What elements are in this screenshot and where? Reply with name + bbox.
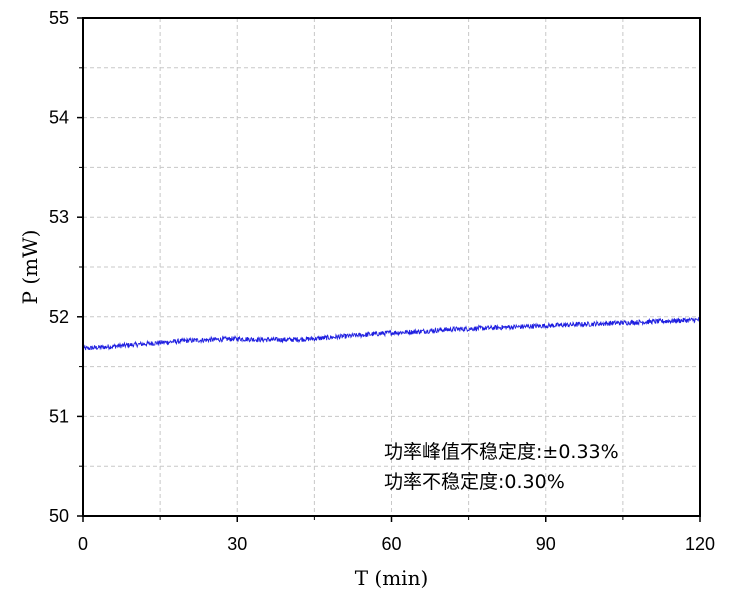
- y-tick-label: 53: [49, 207, 69, 227]
- peak-instability-annotation: 功率峰值不稳定度:±0.33%: [384, 441, 619, 463]
- axis-ticks: [77, 17, 701, 522]
- grid-lines: [83, 18, 700, 516]
- x-axis-title: T (min): [355, 566, 429, 590]
- series-layer: [82, 316, 701, 352]
- x-tick-label: 90: [536, 534, 556, 554]
- y-tick-label: 52: [49, 307, 69, 327]
- y-tick-label: 54: [49, 108, 69, 128]
- y-tick-label: 50: [49, 506, 69, 526]
- y-axis-title: P (mW): [18, 230, 42, 305]
- x-tick-label: 30: [227, 534, 247, 554]
- y-tick-label: 55: [49, 8, 69, 28]
- instability-annotation: 功率不稳定度:0.30%: [384, 471, 565, 493]
- x-tick-label: 120: [685, 534, 715, 554]
- x-tick-label: 0: [78, 534, 88, 554]
- tick-labels: 0 30 60 90 120 50 51 52 53 54 55: [49, 8, 715, 554]
- power-series-line: [82, 316, 701, 352]
- x-tick-label: 60: [381, 534, 401, 554]
- y-tick-label: 51: [49, 406, 69, 426]
